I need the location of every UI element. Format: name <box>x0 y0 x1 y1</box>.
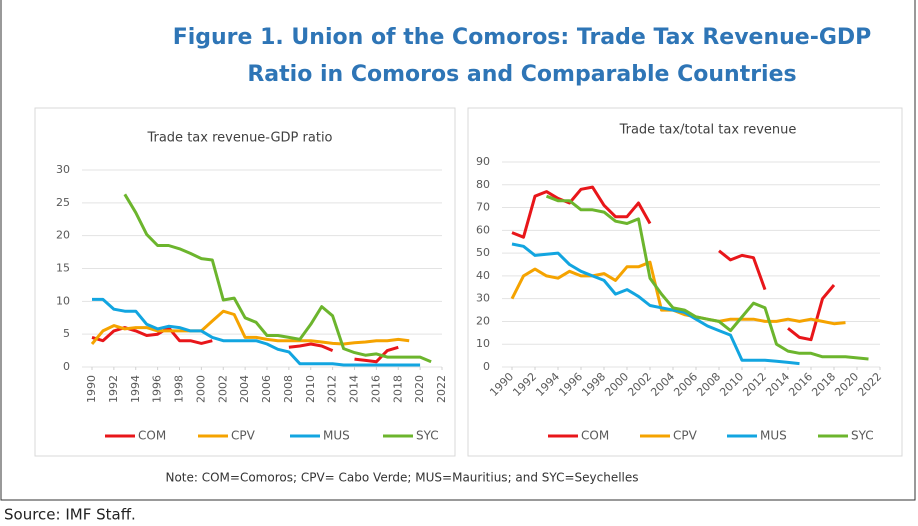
legend-label: COM <box>138 429 166 443</box>
y-tick-label: 70 <box>476 201 490 214</box>
series-line <box>123 193 432 364</box>
y-tick-label: 50 <box>476 246 490 259</box>
chart-title: Trade tax/total tax revenue <box>619 123 797 138</box>
x-tick-label: 2014 <box>348 375 361 403</box>
y-tick-label: 0 <box>483 360 490 373</box>
legend-label: COM <box>581 429 609 443</box>
y-tick-label: 20 <box>476 314 490 327</box>
series-line <box>91 326 399 364</box>
y-tick-label: 10 <box>476 337 490 350</box>
x-tick-label: 2012 <box>326 375 339 403</box>
x-tick-label: 2000 <box>194 375 207 403</box>
y-tick-label: 60 <box>476 223 490 236</box>
note: Note: COM=Comoros; CPV= Cabo Verde; MUS=… <box>165 471 638 485</box>
series-line <box>511 185 836 342</box>
x-tick-label: 2018 <box>391 375 404 403</box>
legend-label: CPV <box>231 429 256 443</box>
y-tick-label: 20 <box>56 229 70 242</box>
x-tick-label: 1992 <box>107 375 120 403</box>
figure-title: Figure 1. Union of the Comoros: Trade Ta… <box>173 25 872 50</box>
x-tick-label: 2010 <box>304 375 317 403</box>
series-line <box>90 309 410 346</box>
figure-title: Ratio in Comoros and Comparable Countrie… <box>247 62 796 87</box>
chart-panel <box>34 107 456 457</box>
legend-label: SYC <box>416 429 439 443</box>
y-tick-label: 15 <box>56 262 70 275</box>
chart-panel <box>467 107 903 457</box>
x-tick-label: 2004 <box>238 375 251 403</box>
series-line <box>545 194 869 361</box>
y-tick-label: 25 <box>56 196 70 209</box>
x-tick-label: 2002 <box>216 375 229 403</box>
legend-label: SYC <box>851 429 874 443</box>
y-tick-label: 80 <box>476 178 490 191</box>
chart-title: Trade tax revenue-GDP ratio <box>146 131 332 146</box>
y-tick-label: 30 <box>476 292 490 305</box>
x-tick-label: 2020 <box>413 375 426 403</box>
x-tick-label: 2008 <box>282 375 295 403</box>
x-tick-label: 1998 <box>173 375 186 403</box>
x-tick-label: 1990 <box>85 375 98 403</box>
y-tick-label: 90 <box>476 155 490 168</box>
x-tick-label: 2006 <box>260 375 273 403</box>
y-tick-label: 40 <box>476 269 490 282</box>
x-tick-label: 2022 <box>435 375 448 403</box>
legend-label: CPV <box>673 429 698 443</box>
series-line <box>92 297 421 367</box>
series-line <box>511 242 800 366</box>
x-tick-label: 1996 <box>151 375 164 403</box>
legend-label: MUS <box>323 429 350 443</box>
legend-label: MUS <box>760 429 787 443</box>
x-tick-label: 1994 <box>129 375 142 403</box>
y-tick-label: 0 <box>63 360 70 373</box>
x-tick-label: 2016 <box>369 375 382 403</box>
source: Source: IMF Staff. <box>4 506 136 524</box>
y-tick-label: 10 <box>56 294 70 307</box>
y-tick-label: 5 <box>63 327 70 340</box>
y-tick-label: 30 <box>56 163 70 176</box>
